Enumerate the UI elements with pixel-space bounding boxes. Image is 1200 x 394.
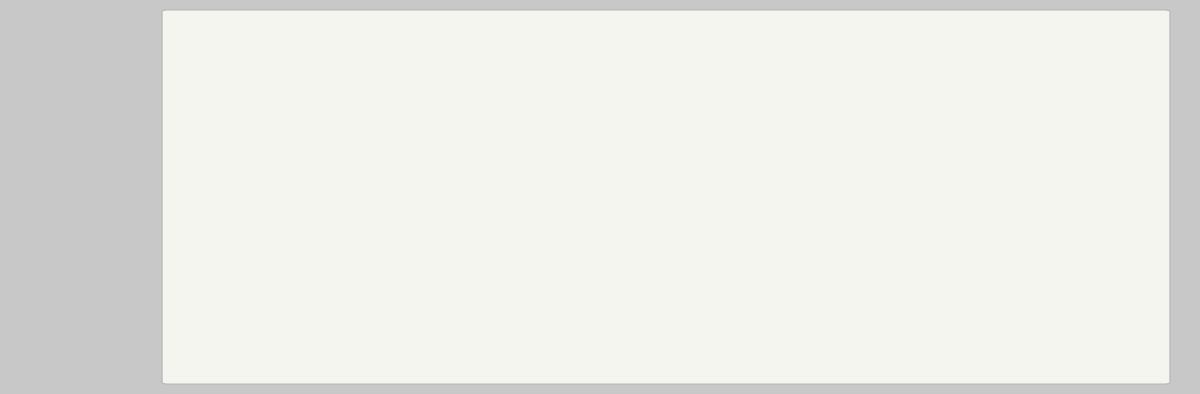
Text: 11.7 kJ: 11.7 kJ <box>264 298 328 317</box>
Text: a bomb calorimeter, the temperature increases from 23.4 °C to 26.9 °C.: a bomb calorimeter, the temperature incr… <box>210 93 889 112</box>
Text: much heat was produced by the combustion of the TNT sample?: much heat was produced by the combustion… <box>210 183 817 202</box>
Text: When a 0.740-g sample of trinitrotoluene (TNT), C₇H₅N₃O₆, is burned in: When a 0.740-g sample of trinitrotoluene… <box>210 47 876 66</box>
Text: 101.5 kJ: 101.5 kJ <box>264 357 340 376</box>
Text: 34.2 kJ: 34.2 kJ <box>264 239 328 258</box>
Text: The heat capacity of the calorimeter and its content is 3.35 kJ/°C. How: The heat capacity of the calorimeter and… <box>210 138 872 157</box>
